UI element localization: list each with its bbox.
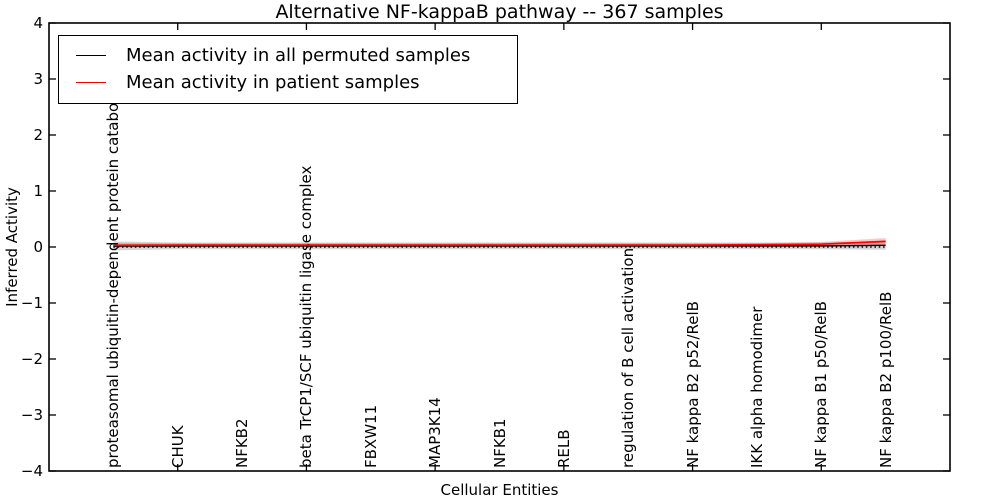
ytick-label: 2 [33,126,43,144]
ytick-label: −2 [20,350,43,368]
legend-item-permuted: Mean activity in all permuted samples [59,42,517,69]
legend-label-patient: Mean activity in patient samples [126,72,420,93]
patient-line-sample [76,82,106,83]
ytick-label: 4 [33,14,43,32]
legend-item-patient: Mean activity in patient samples [59,69,517,96]
permuted-line-sample [76,55,106,56]
chart-title: Alternative NF-kappaB pathway -- 367 sam… [275,1,724,23]
ytick-label: 1 [33,182,43,200]
x-axis-label: Cellular Entities [440,481,559,499]
ytick-label: 3 [33,70,43,88]
ytick-label: −1 [20,294,43,312]
ytick-label: −3 [20,406,43,424]
legend-label-permuted: Mean activity in all permuted samples [126,45,471,66]
ytick-label: 0 [33,238,43,256]
ytick-label: −4 [20,462,43,480]
patient-line [113,240,886,247]
legend: Mean activity in all permuted samples Me… [58,35,518,104]
